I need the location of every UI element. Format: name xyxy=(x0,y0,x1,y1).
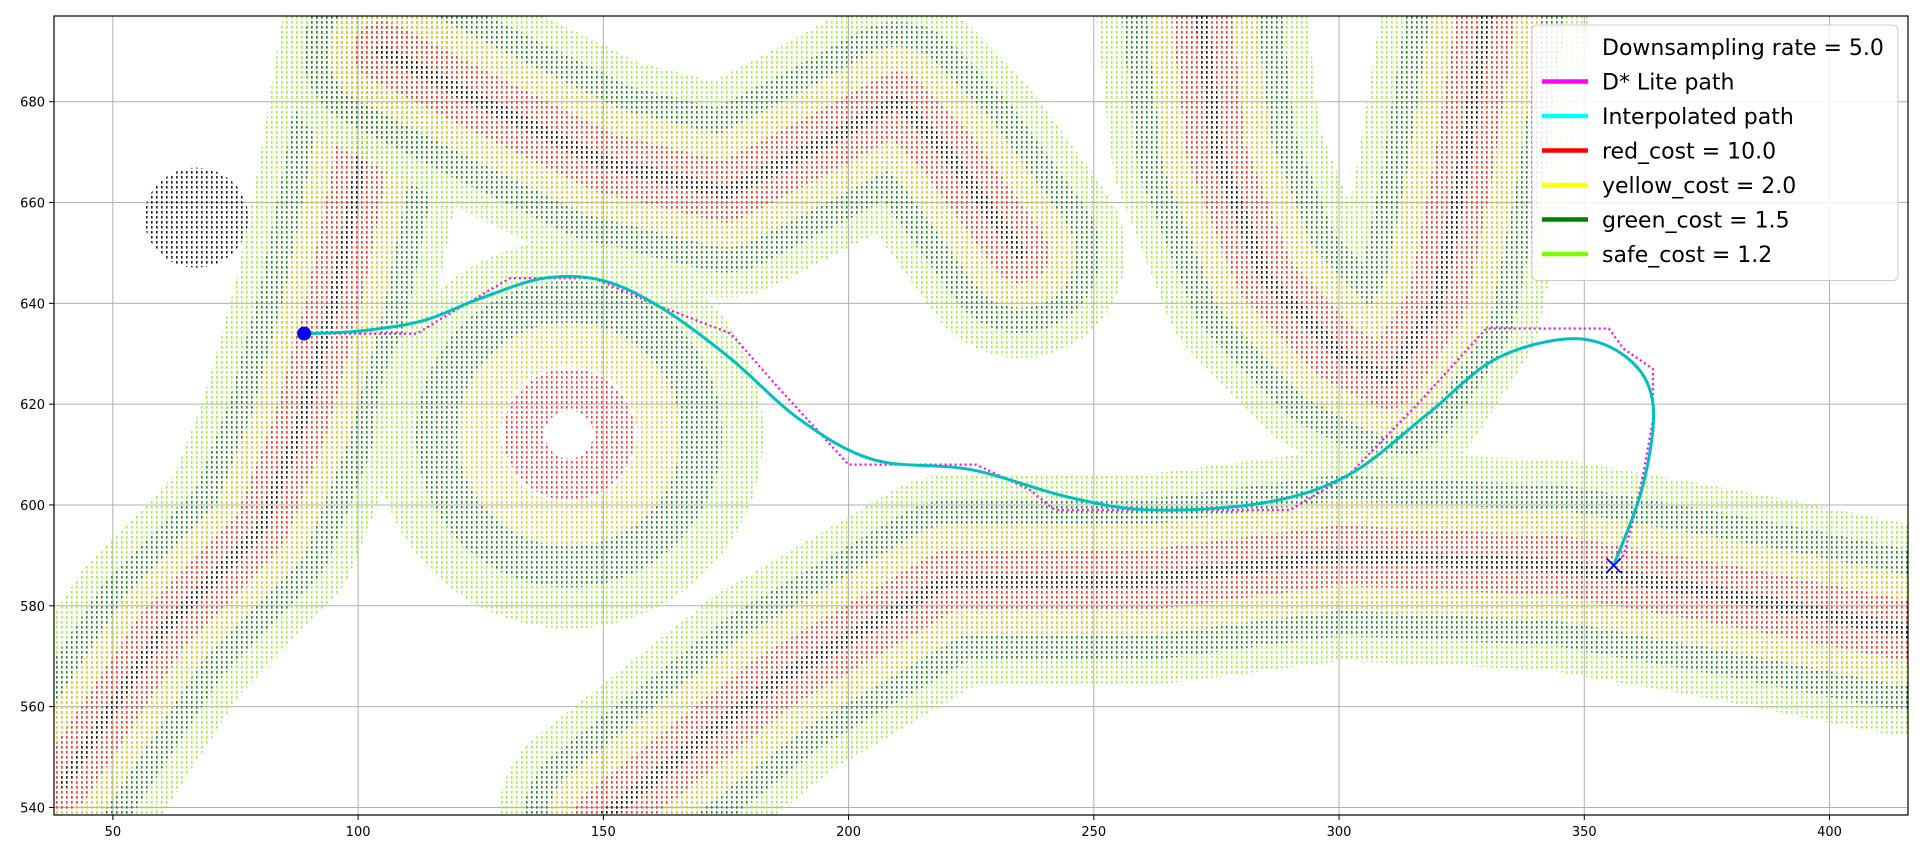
y-tick-label: 540 xyxy=(20,801,45,816)
legend-label: D* Lite path xyxy=(1602,71,1734,96)
obstacle-region xyxy=(57,20,389,789)
y-tick-label: 680 xyxy=(20,96,45,111)
legend-label: Interpolated path xyxy=(1602,105,1794,130)
start-marker xyxy=(297,326,312,341)
axis-ticks: 50 100 150 200 250 300 350 400 540 560 580 600 620 64… xyxy=(20,96,1842,840)
x-tick-label: 300 xyxy=(1327,825,1352,840)
x-tick-label: 50 xyxy=(105,825,122,840)
legend-label: green_cost = 1.5 xyxy=(1602,209,1790,234)
red-ring xyxy=(503,368,635,501)
safe-ring xyxy=(375,240,763,629)
interpolated-path-line xyxy=(304,274,1656,567)
legend-label: Downsampling rate = 5.0 xyxy=(1602,36,1884,61)
y-tick-label: 580 xyxy=(20,600,45,615)
x-tick-label: 200 xyxy=(836,825,861,840)
paths-layer xyxy=(304,274,1656,567)
goal-marker xyxy=(1606,557,1622,574)
obstacle-region xyxy=(596,548,1908,815)
obstacle-blob xyxy=(144,167,249,268)
x-tick-label: 150 xyxy=(591,825,616,840)
y-tick-label: 640 xyxy=(20,297,45,312)
x-tick-label: 350 xyxy=(1572,825,1597,840)
yellow-ring xyxy=(457,322,681,547)
x-tick-label: 100 xyxy=(346,825,371,840)
x-tick-label: 400 xyxy=(1817,825,1842,840)
plot-frame xyxy=(53,15,1909,816)
cost-regions xyxy=(54,16,1908,815)
y-tick-label: 560 xyxy=(20,701,45,716)
obstacle-region xyxy=(375,44,1028,260)
y-tick-label: 620 xyxy=(20,398,45,413)
obstacle-region xyxy=(1194,16,1494,386)
markers-layer xyxy=(297,326,1622,574)
legend-box xyxy=(1531,24,1899,281)
legend-label: safe_cost = 1.2 xyxy=(1602,243,1772,268)
legend-label: yellow_cost = 2.0 xyxy=(1602,174,1796,199)
green-ring xyxy=(416,281,722,588)
y-tick-label: 600 xyxy=(20,499,45,514)
legend-label: red_cost = 10.0 xyxy=(1602,140,1776,165)
x-tick-label: 250 xyxy=(1081,825,1106,840)
y-tick-label: 660 xyxy=(20,197,45,212)
legend: Downsampling rate = 5.0 D* Lite path Inter… xyxy=(1531,24,1899,281)
